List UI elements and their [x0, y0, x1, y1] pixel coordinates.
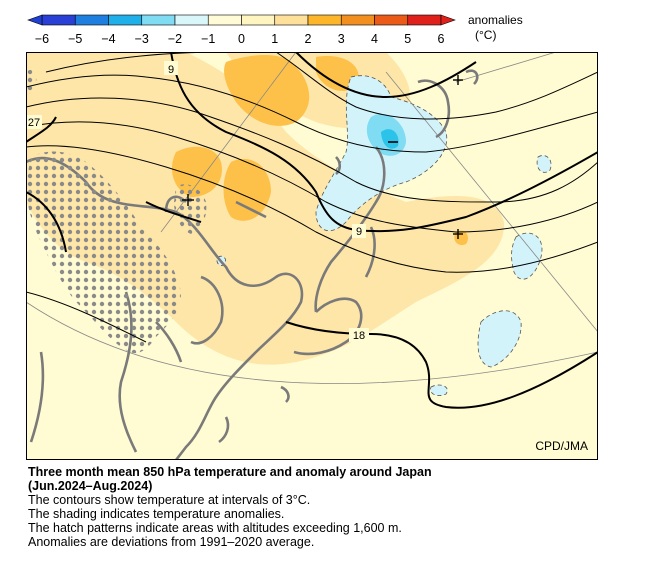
colorbar-segment [207, 14, 242, 26]
colorbar-tick-label: 1 [271, 32, 278, 46]
colorbar-tick-label: 0 [238, 32, 245, 46]
plus-markers [182, 75, 463, 239]
caption-normal-note: Anomalies are deviations from 1991–2020 … [28, 535, 315, 549]
anomaly-colorbar: −6 −5 −4 −3 −2 −1 0 1 2 3 4 5 6 anomalies (°C) [27, 13, 523, 46]
caption-period: (Jun.2024–Aug.2024) [28, 479, 153, 493]
colorbar-segment [74, 14, 109, 26]
colorbar-title: anomalies [468, 13, 523, 27]
colorbar-segment [41, 14, 76, 26]
colorbar-tick-label: −2 [168, 32, 182, 46]
colorbar-right-arrow [440, 14, 456, 26]
cold-anomaly-strong [381, 129, 399, 149]
contour-labels: 9 27 9 18 [26, 61, 369, 342]
colorbar-segment [340, 14, 375, 26]
map-frame [26, 52, 598, 460]
colorbar-unit: (°C) [475, 28, 496, 42]
colorbar-tick-labels: −6 −5 −4 −3 −2 −1 0 1 2 3 4 5 6 [35, 32, 445, 46]
caption-contour-note: The contours show temperature at interva… [28, 493, 311, 507]
contour-label-9-north: 9 [168, 64, 174, 76]
colorbar-segment [374, 14, 409, 26]
colorbar-tick-label: −1 [201, 32, 215, 46]
colorbar-tick-label: 6 [438, 32, 445, 46]
contour-label-9-east: 9 [356, 226, 362, 238]
temperature-contours [26, 52, 598, 343]
colorbar-tick-label: 5 [404, 32, 411, 46]
colorbar-segment [241, 14, 276, 26]
colorbar-segment [141, 14, 176, 26]
colorbar-tick-label: 3 [338, 32, 345, 46]
colorbar-left-arrow [27, 14, 43, 26]
caption-shading-note: The shading indicates temperature anomal… [28, 507, 285, 521]
contour-label-27: 27 [28, 117, 40, 129]
colorbar-segments [41, 14, 442, 26]
colorbar-tick-label: −4 [101, 32, 115, 46]
colorbar-tick-label: −6 [35, 32, 49, 46]
colorbar-segment [174, 14, 209, 26]
colorbar-tick-label: 2 [305, 32, 312, 46]
contour-label-18: 18 [353, 330, 365, 342]
map-credit: CPD/JMA [535, 439, 588, 453]
colorbar-segment [108, 14, 143, 26]
colorbar-tick-label: −3 [135, 32, 149, 46]
temperature-anomaly-map: 9 27 9 18 CPD/JMA [26, 52, 598, 460]
colorbar-segment [274, 14, 309, 26]
caption-title: Three month mean 850 hPa temperature and… [28, 465, 432, 479]
colorbar-tick-label: −5 [68, 32, 82, 46]
caption-hatch-note: The hatch patterns indicate areas with a… [28, 521, 402, 535]
colorbar-segment [407, 14, 442, 26]
colorbar-tick-label: 4 [371, 32, 378, 46]
figure-caption: Three month mean 850 hPa temperature and… [28, 465, 628, 549]
colorbar-segment [307, 14, 342, 26]
